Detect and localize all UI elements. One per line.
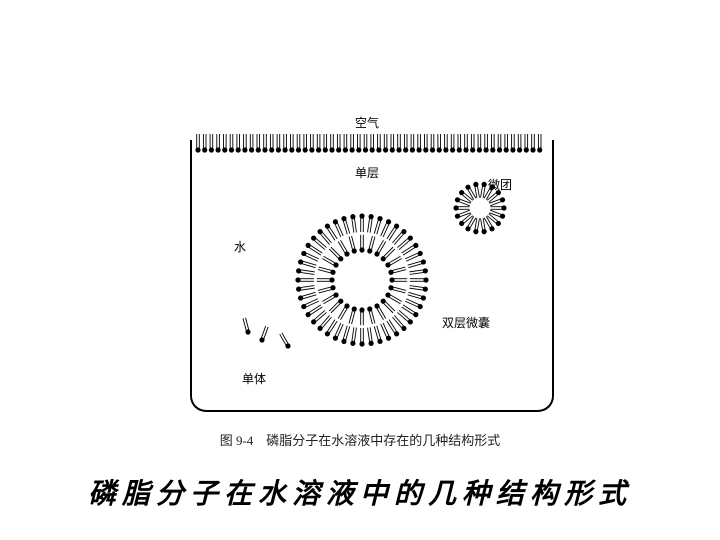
lipid-svg [190,100,550,420]
page-title: 磷脂分子在水溶液中的几种结构形式 [0,472,720,512]
phospholipid-diagram: 空气 单层 水 单体 微团 双层微囊 [190,100,550,410]
figure-caption: 图 9-4 磷脂分子在水溶液中存在的几种结构形式 [0,430,720,449]
